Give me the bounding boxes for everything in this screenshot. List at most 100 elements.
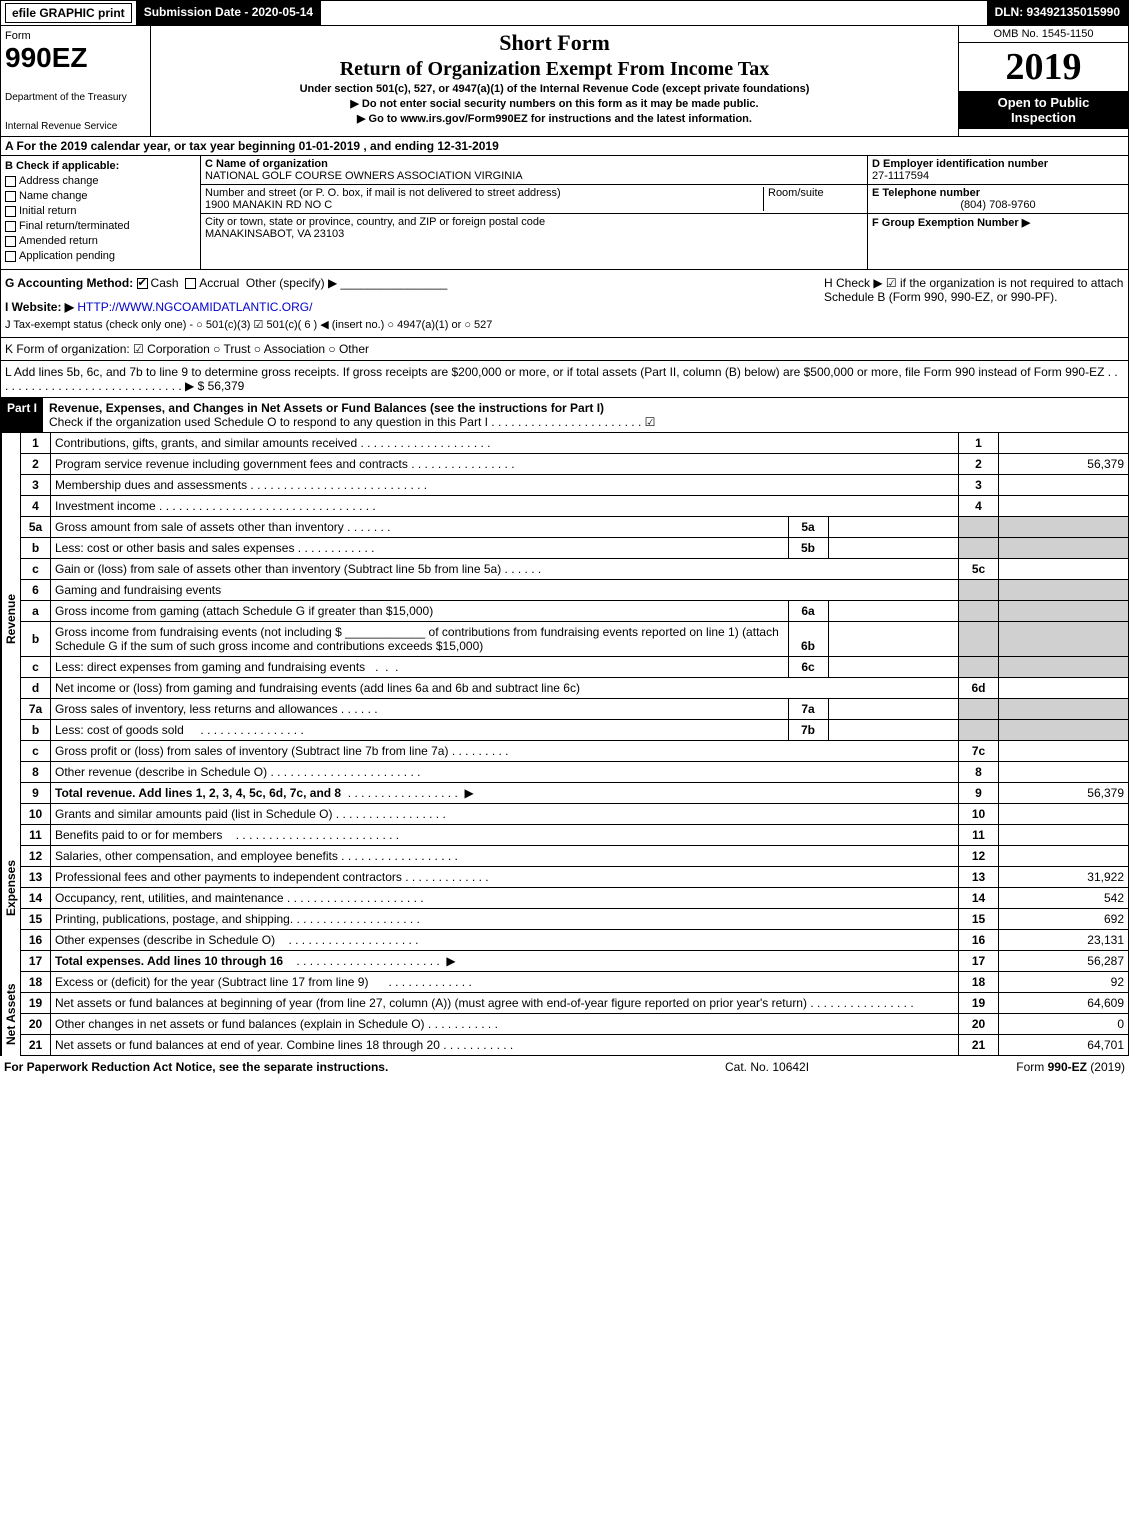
chk-accrual[interactable] [185,278,196,289]
dept-treasury: Department of the Treasury [5,92,146,103]
website-link[interactable]: HTTP://WWW.NGCOAMIDATLANTIC.ORG/ [77,300,312,314]
line-6c: cLess: direct expenses from gaming and f… [21,657,1129,678]
part1-header: Part I Revenue, Expenses, and Changes in… [0,398,1129,433]
line-19: 19Net assets or fund balances at beginni… [21,993,1129,1014]
chk-address-change[interactable]: Address change [5,175,196,187]
form-label: Form [5,30,146,42]
row-l: L Add lines 5b, 6c, and 7b to line 9 to … [0,361,1129,398]
line-3: 3Membership dues and assessments . . . .… [21,475,1129,496]
line-5a: 5aGross amount from sale of assets other… [21,517,1129,538]
addr-label: Number and street (or P. O. box, if mail… [205,187,763,199]
line-10: 10Grants and similar amounts paid (list … [21,804,1129,825]
ein-label: D Employer identification number [872,158,1124,170]
chk-name-change[interactable]: Name change [5,190,196,202]
page-footer: For Paperwork Reduction Act Notice, see … [0,1056,1129,1078]
line-13: 13Professional fees and other payments t… [21,867,1129,888]
part1-title: Revenue, Expenses, and Changes in Net As… [43,398,1128,432]
line-2: 2Program service revenue including gover… [21,454,1129,475]
line-8: 8Other revenue (describe in Schedule O) … [21,762,1129,783]
revenue-table: 1Contributions, gifts, grants, and simil… [20,433,1129,804]
line-7b: bLess: cost of goods sold . . . . . . . … [21,720,1129,741]
line-15: 15Printing, publications, postage, and s… [21,909,1129,930]
footer-catno: Cat. No. 10642I [725,1060,925,1074]
part1-check: Check if the organization used Schedule … [49,415,655,429]
row-g-h: G Accounting Method: Cash Accrual Other … [0,270,1129,338]
header-left: Form 990EZ Department of the Treasury In… [1,26,151,136]
tel-value: (804) 708-9760 [872,199,1124,211]
subtitle-section: Under section 501(c), 527, or 4947(a)(1)… [155,83,954,95]
subtitle-ssn: ▶ Do not enter social security numbers o… [155,97,954,110]
org-name-label: C Name of organization [205,158,863,170]
org-name-block: C Name of organization NATIONAL GOLF COU… [201,156,867,185]
line-21: 21Net assets or fund balances at end of … [21,1035,1129,1056]
row-h: H Check ▶ ☑ if the organization is not r… [824,276,1124,331]
ein-value: 27-1117594 [872,170,1124,182]
org-addr-block: Number and street (or P. O. box, if mail… [201,185,867,214]
netassets-section: Net Assets 18Excess or (deficit) for the… [0,972,1129,1056]
line-7a: 7aGross sales of inventory, less returns… [21,699,1129,720]
website-label: I Website: ▶ [5,300,74,314]
irs-label: Internal Revenue Service [5,121,146,132]
chk-cash[interactable] [137,278,148,289]
top-bar: efile GRAPHIC print Submission Date - 20… [0,0,1129,26]
col-d-ein-tel: D Employer identification number 27-1117… [868,156,1128,269]
expenses-table: 10Grants and similar amounts paid (list … [20,804,1129,972]
row-g: G Accounting Method: Cash Accrual Other … [5,276,824,331]
header-right: OMB No. 1545-1150 2019 Open to Public In… [958,26,1128,136]
group-exemption: F Group Exemption Number ▶ [868,214,1128,231]
form-header: Form 990EZ Department of the Treasury In… [0,26,1129,137]
row-j-tax-exempt: J Tax-exempt status (check only one) - ○… [5,318,824,331]
inspect-line2: Inspection [963,110,1124,125]
section-bcdef: B Check if applicable: Address change Na… [0,156,1129,270]
dln: DLN: 93492135015990 [987,1,1128,25]
efile-print-button[interactable]: efile GRAPHIC print [5,3,132,23]
line-14: 14Occupancy, rent, utilities, and mainte… [21,888,1129,909]
row-k: K Form of organization: ☑ Corporation ○ … [0,338,1129,361]
open-to-public: Open to Public Inspection [959,91,1128,129]
ein-block: D Employer identification number 27-1117… [868,156,1128,185]
header-center: Short Form Return of Organization Exempt… [151,26,958,136]
chk-application-pending[interactable]: Application pending [5,250,196,262]
line-12: 12Salaries, other compensation, and empl… [21,846,1129,867]
line-9: 9Total revenue. Add lines 1, 2, 3, 4, 5c… [21,783,1129,804]
line-5c: cGain or (loss) from sale of assets othe… [21,559,1129,580]
cash-label: Cash [151,276,179,290]
footer-formref: Form 990-EZ (2019) [925,1060,1125,1074]
line-17: 17Total expenses. Add lines 10 through 1… [21,951,1129,972]
line-6d: dNet income or (loss) from gaming and fu… [21,678,1129,699]
line-7c: cGross profit or (loss) from sales of in… [21,741,1129,762]
line-20: 20Other changes in net assets or fund ba… [21,1014,1129,1035]
subtitle-goto: ▶ Go to www.irs.gov/Form990EZ for instru… [155,112,954,125]
efile-cell: efile GRAPHIC print [1,1,136,25]
org-city: MANAKINSABOT, VA 23103 [205,228,863,240]
short-form-title: Short Form [155,30,954,56]
col-b-label: B Check if applicable: [5,160,196,172]
tel-label: E Telephone number [872,187,1124,199]
line-6: 6Gaming and fundraising events [21,580,1129,601]
line-4: 4Investment income . . . . . . . . . . .… [21,496,1129,517]
accrual-label: Accrual [199,276,239,290]
other-label: Other (specify) ▶ [246,276,337,290]
line-5b: bLess: cost or other basis and sales exp… [21,538,1129,559]
expenses-section: Expenses 10Grants and similar amounts pa… [0,804,1129,972]
return-title: Return of Organization Exempt From Incom… [155,58,954,81]
org-address: 1900 MANAKIN RD NO C [205,199,763,211]
line-16: 16Other expenses (describe in Schedule O… [21,930,1129,951]
city-label: City or town, state or province, country… [205,216,863,228]
tel-block: E Telephone number (804) 708-9760 [868,185,1128,214]
chk-amended-return[interactable]: Amended return [5,235,196,247]
netassets-table: 18Excess or (deficit) for the year (Subt… [20,972,1129,1056]
org-name: NATIONAL GOLF COURSE OWNERS ASSOCIATION … [205,170,863,182]
chk-final-return[interactable]: Final return/terminated [5,220,196,232]
tax-year: 2019 [959,43,1128,91]
footer-notice: For Paperwork Reduction Act Notice, see … [4,1060,725,1074]
chk-initial-return[interactable]: Initial return [5,205,196,217]
org-city-block: City or town, state or province, country… [201,214,867,242]
line-6b: bGross income from fundraising events (n… [21,622,1129,657]
netassets-label: Net Assets [1,972,20,1056]
row-a-tax-year: A For the 2019 calendar year, or tax yea… [0,137,1129,156]
inspect-line1: Open to Public [963,95,1124,110]
accounting-label: G Accounting Method: [5,276,133,290]
expenses-label: Expenses [1,804,20,972]
revenue-label: Revenue [1,433,20,804]
